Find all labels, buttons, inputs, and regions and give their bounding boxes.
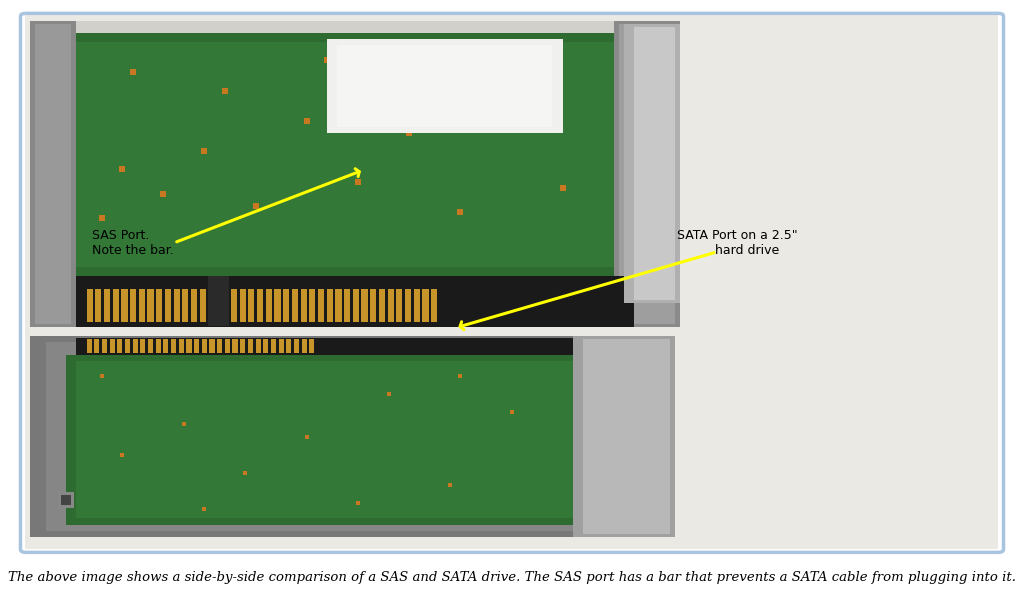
Text: SAS Port.
Note the bar.: SAS Port. Note the bar. <box>92 229 174 257</box>
Text: SATA Port on a 2.5"
     hard drive: SATA Port on a 2.5" hard drive <box>677 229 798 257</box>
Text: The above image shows a side-by-side comparison of a SAS and SATA drive. The SAS: The above image shows a side-by-side com… <box>8 571 1016 585</box>
